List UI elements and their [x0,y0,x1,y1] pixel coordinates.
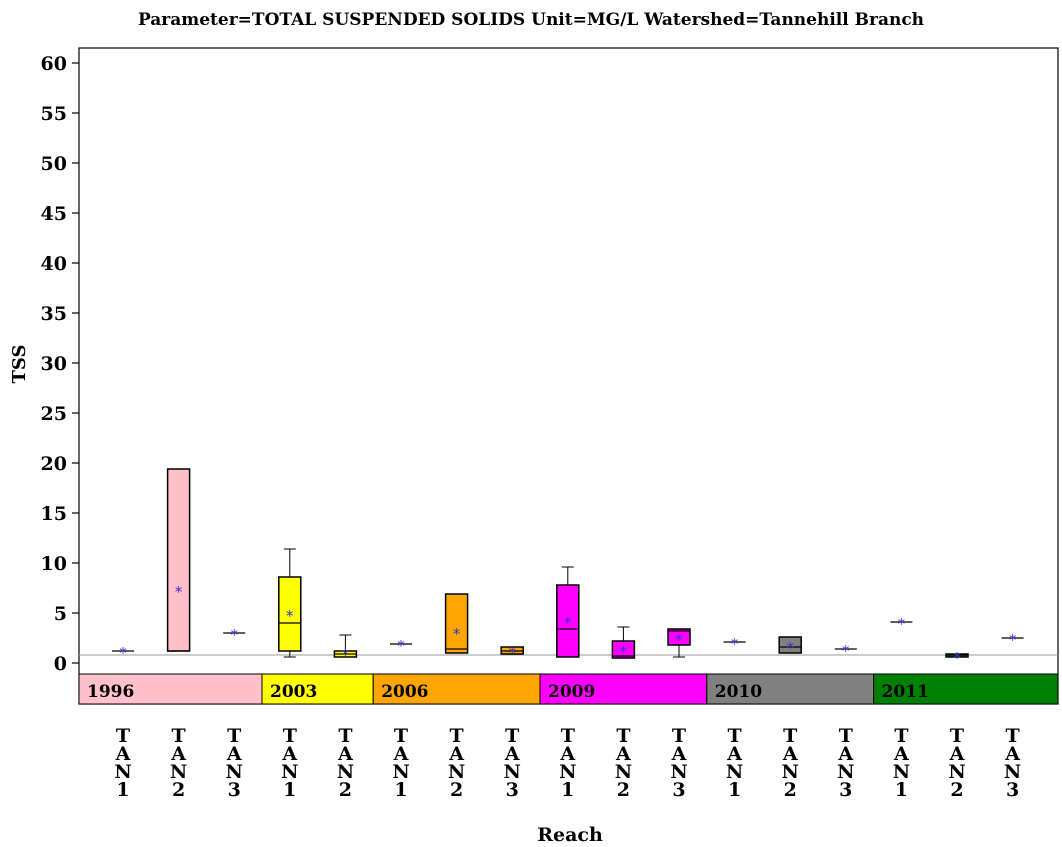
box [444,593,469,654]
mean-marker: * [508,644,516,662]
year-label: 2011 [882,682,929,702]
mean-marker: * [786,639,794,657]
mean-marker: * [675,631,683,649]
mean-marker: * [953,649,961,667]
mean-marker: * [119,644,127,662]
y-axis-label: TSS [9,345,30,384]
year-band [78,673,263,705]
mean-marker: * [1009,631,1017,649]
y-tick-label: 5 [54,603,67,625]
y-tick-label: 25 [41,403,67,425]
mean-marker: * [397,637,405,655]
chart-title: Parameter=TOTAL SUSPENDED SOLIDS Unit=MG… [138,10,924,30]
y-tick-label: 10 [41,553,67,575]
y-tick-label: 35 [41,303,67,325]
box [667,628,691,646]
year-band [261,673,374,705]
mean-marker: * [286,607,294,625]
box [778,636,802,654]
year-label: 2010 [715,682,762,702]
y-tick-label: 45 [41,203,67,225]
mean-marker: * [731,635,739,653]
box [556,584,580,658]
year-label: 1996 [87,682,134,702]
y-tick-label: 0 [54,653,67,675]
x-axis-label: Reach [537,824,603,846]
plot-area: 0 5 10 15 20 25 30 35 40 45 50 55 60 1996 * T A N 1 * T A N 2 * T… [41,47,1059,801]
year-band [873,673,1059,705]
box [611,640,636,659]
mean-marker: * [842,642,850,660]
y-tick-label: 50 [41,153,67,175]
mean-marker: * [230,626,238,644]
box [166,468,191,652]
year-label: 2003 [270,682,317,702]
mean-marker: * [453,625,461,643]
y-tick-label: 30 [41,353,67,375]
mean-marker: * [342,646,350,664]
y-tick-label: 40 [41,253,67,275]
box [278,576,302,652]
mean-marker: * [175,583,183,601]
year-label: 2006 [381,682,428,702]
year-band [372,673,541,705]
y-tick-label: 60 [41,53,67,75]
y-tick-label: 20 [41,453,67,475]
mean-marker: * [898,615,906,633]
mean-marker: * [620,643,628,661]
mean-marker: * [564,614,572,632]
y-tick-label: 55 [41,103,67,125]
y-tick-label: 15 [41,503,67,525]
year-label: 2009 [548,682,595,702]
